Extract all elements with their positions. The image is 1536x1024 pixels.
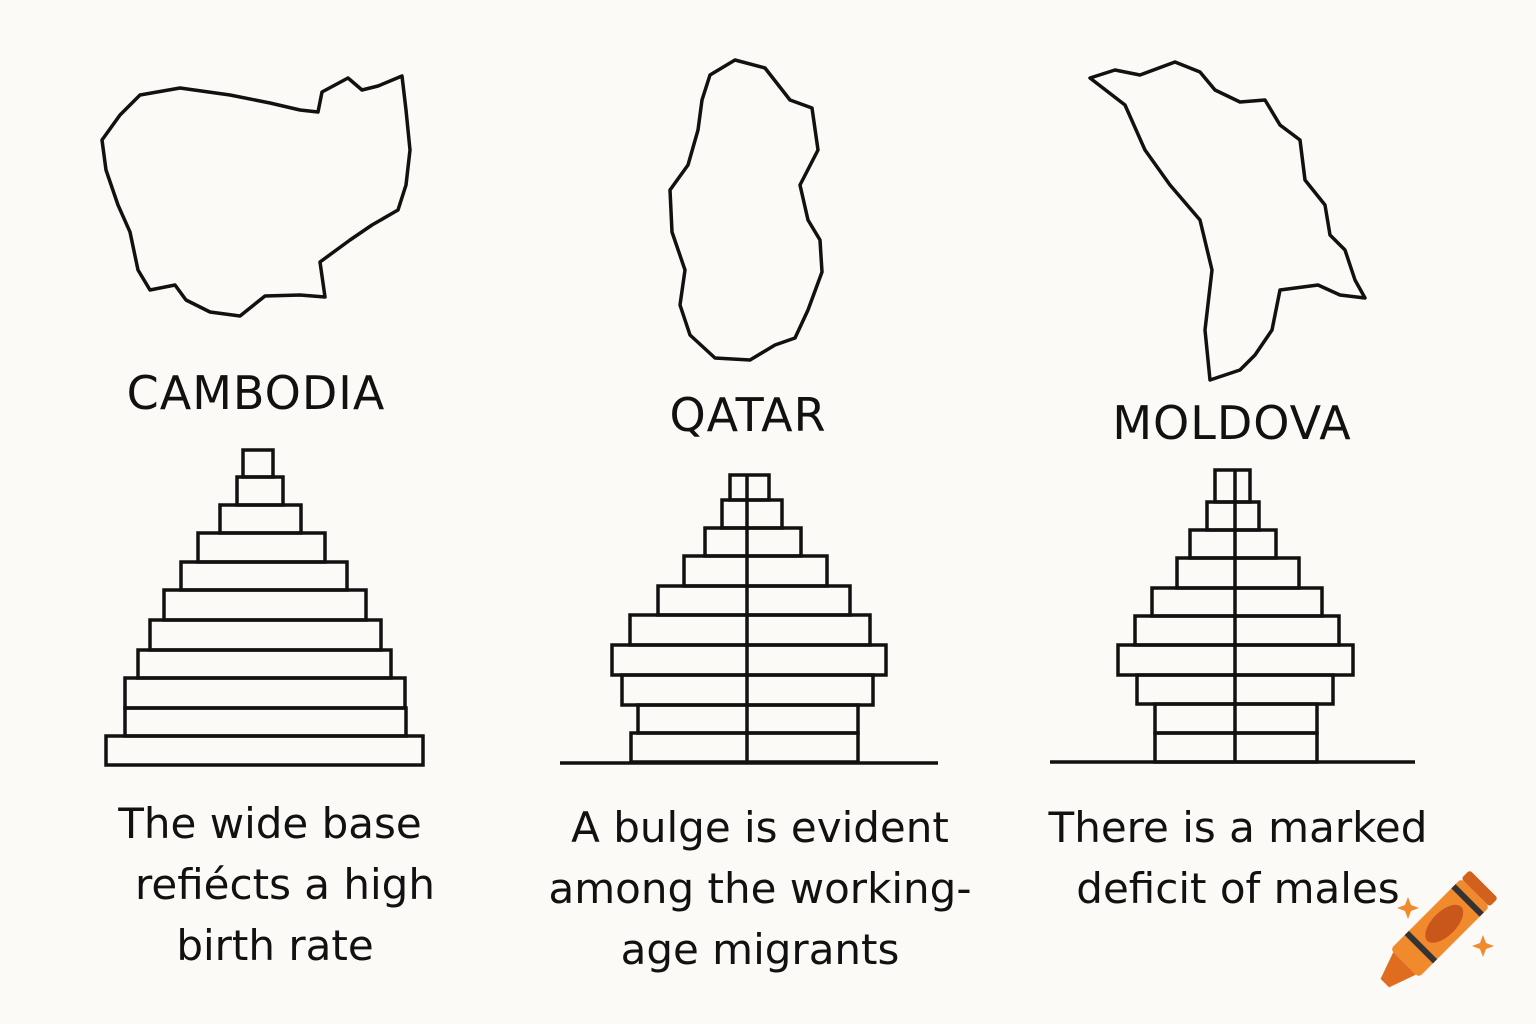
age-bar [123, 706, 408, 738]
caption-moldova: There is a marked deficit of males [1008, 797, 1468, 919]
age-bar [241, 448, 275, 479]
crayon-icon [1380, 871, 1497, 988]
age-bar [1205, 500, 1261, 532]
caption-line: deficit of males [1076, 864, 1400, 913]
caption-cambodia: The wide base refiécts a high birth rate [40, 793, 500, 976]
age-bar [610, 643, 888, 677]
age-bar [682, 554, 829, 588]
age-bar [123, 676, 407, 710]
age-bar [179, 560, 349, 592]
age-bar [235, 475, 285, 507]
age-bar [1150, 586, 1324, 618]
age-bar [148, 618, 383, 652]
population-pyramid-cambodia [104, 448, 425, 767]
age-bar [728, 473, 771, 502]
age-bar [720, 498, 784, 530]
age-bar [218, 503, 303, 535]
age-bar [629, 731, 860, 764]
population-pyramids [104, 448, 1415, 767]
population-pyramid-qatar [560, 473, 938, 765]
caption-line: age migrants [620, 925, 900, 974]
caption-line: among the working- [548, 864, 972, 913]
caption-line: The wide base [118, 799, 422, 848]
qatar-map-outline [668, 58, 824, 362]
caption-line: refiécts a high [135, 860, 435, 909]
caption-qatar: A bulge is evident among the working- ag… [530, 797, 990, 980]
caption-line: A bulge is evident [571, 803, 949, 852]
age-bar [703, 526, 803, 558]
age-bar [162, 588, 368, 622]
age-bar [104, 734, 425, 767]
caption-line: There is a marked [1048, 803, 1428, 852]
country-label-moldova: MOLDOVA [1112, 396, 1352, 450]
cambodia-map-outline [100, 74, 412, 318]
age-bar [136, 648, 393, 680]
moldova-map-outline [1088, 60, 1367, 382]
age-bar [1213, 468, 1252, 504]
country-label-cambodia: CAMBODIA [126, 366, 386, 420]
age-bar [1133, 614, 1341, 647]
country-label-qatar: QATAR [669, 388, 827, 442]
sparkle-icon [1472, 935, 1494, 957]
age-bar [628, 613, 872, 647]
age-bar [656, 584, 852, 617]
age-bar [1188, 528, 1278, 560]
age-bar [1175, 556, 1301, 590]
population-pyramid-moldova [1050, 468, 1415, 764]
sparkle-icon [1397, 897, 1419, 919]
caption-line: birth rate [176, 921, 374, 970]
age-bar [196, 531, 327, 564]
